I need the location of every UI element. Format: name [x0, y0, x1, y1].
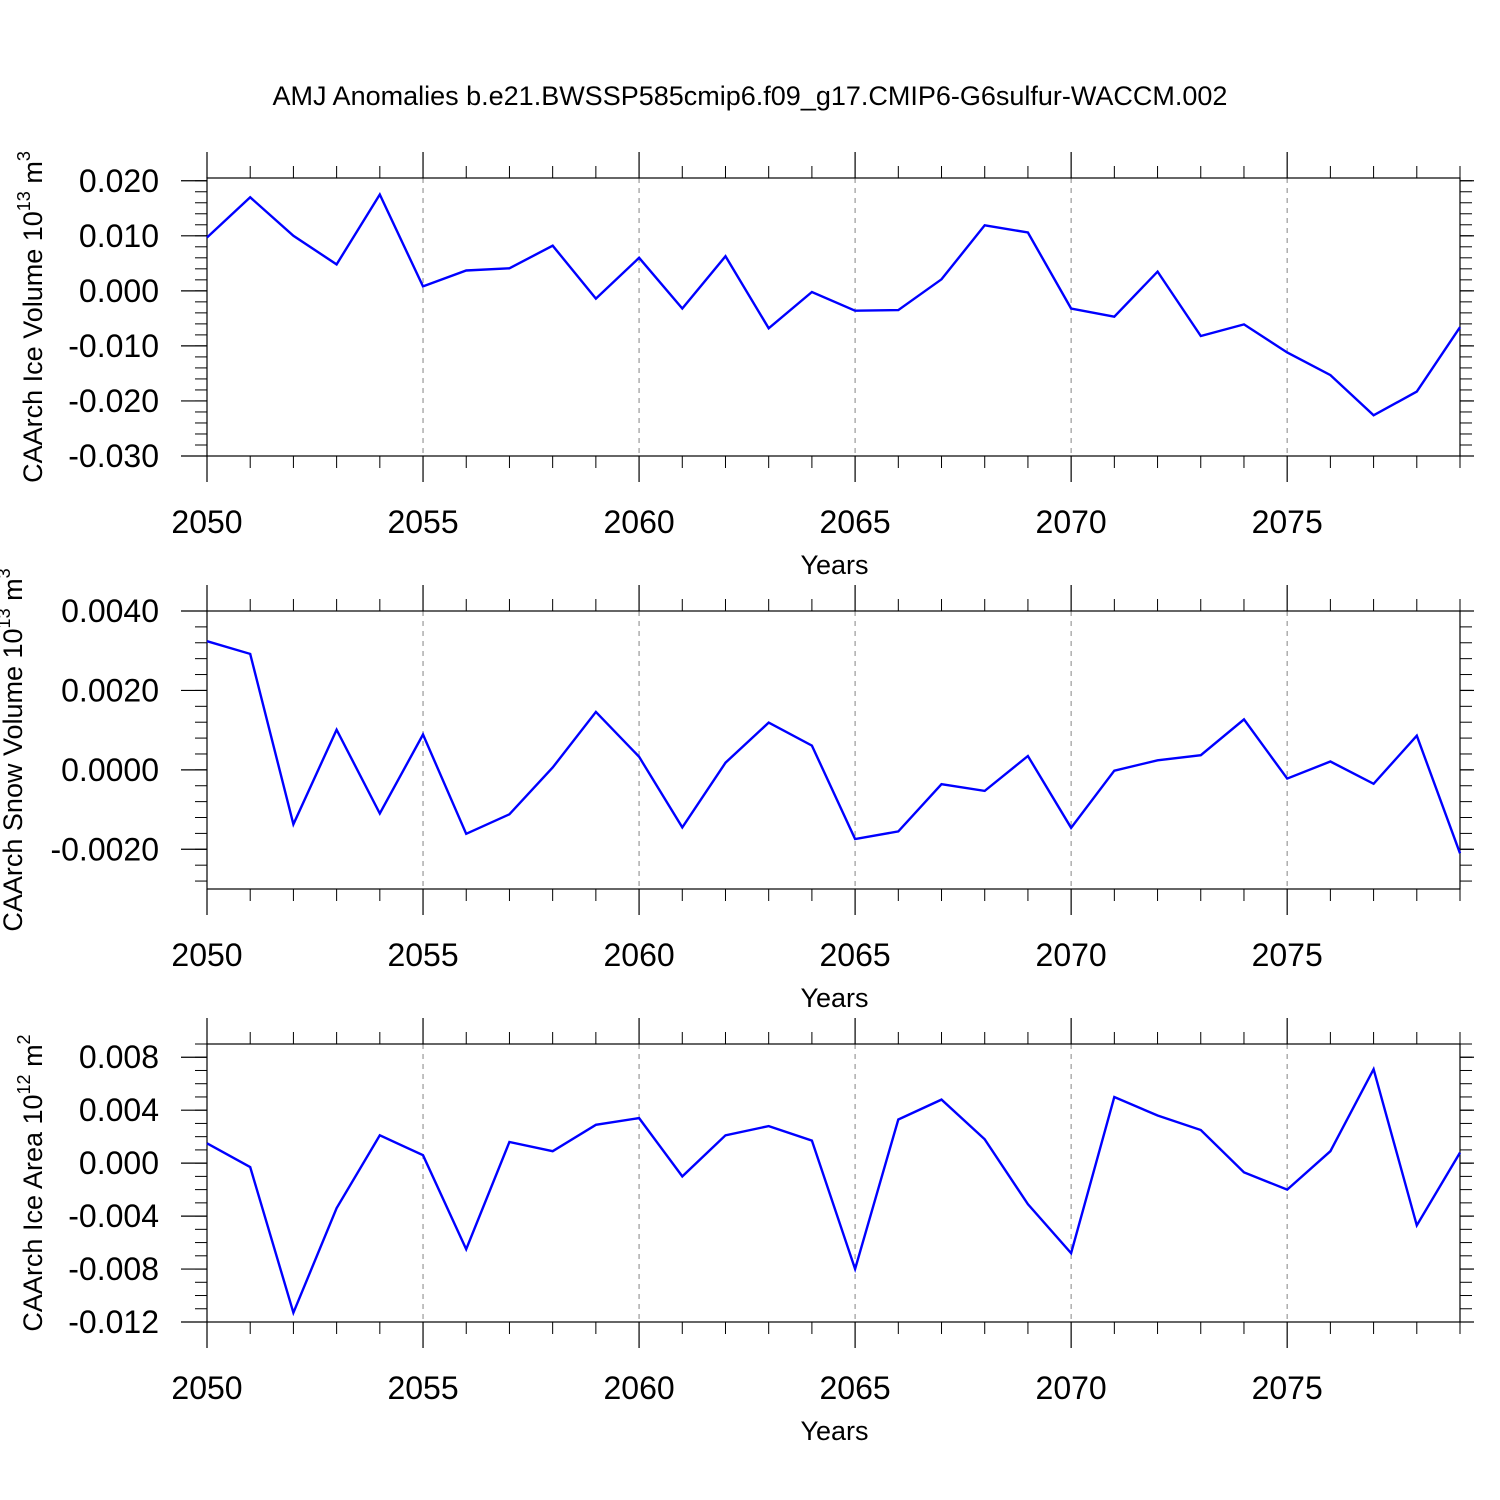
- y-axis-label-unit: m: [18, 1044, 48, 1074]
- y-tick-label: -0.004: [68, 1198, 159, 1234]
- x-tick-label: 2060: [603, 504, 674, 540]
- x-tick-label: 2070: [1036, 937, 1107, 973]
- x-axis-label: Years: [800, 1416, 868, 1446]
- y-axis-label-unit-exponent: 3: [0, 568, 14, 578]
- x-axis-label: Years: [800, 983, 868, 1013]
- x-tick-label: 2060: [603, 1370, 674, 1406]
- y-axis-label: CAArch Ice Volume 1013 m3: [14, 151, 48, 483]
- x-tick-label: 2070: [1036, 504, 1107, 540]
- y-tick-label: 0.004: [79, 1092, 159, 1128]
- y-tick-label: -0.0020: [50, 831, 159, 867]
- y-tick-label: -0.008: [68, 1251, 159, 1287]
- y-axis-label-exponent: 13: [14, 191, 34, 211]
- x-tick-label: 2075: [1252, 1370, 1323, 1406]
- y-axis-label-unit-exponent: 2: [14, 1034, 34, 1044]
- y-tick-label: 0.000: [79, 1145, 159, 1181]
- y-axis-label-unit: m: [0, 578, 28, 608]
- chart-panel-3: 2050 2055 2060 2065 2070 2075 0.008 0.004 0.000 -…: [14, 1018, 1474, 1446]
- x-tick-label: 2055: [387, 937, 458, 973]
- y-axis-label-text: CAArch Snow Volume 10: [0, 628, 28, 931]
- plot-frame: [206, 177, 1461, 457]
- y-axis-label: CAArch Snow Volume 1013 m3: [0, 568, 28, 931]
- x-tick-label: 2075: [1252, 504, 1323, 540]
- x-tick-label: 2060: [603, 937, 674, 973]
- y-tick-label: -0.012: [68, 1304, 159, 1340]
- x-tick-label: 2070: [1036, 1370, 1107, 1406]
- x-tick-label: 2065: [820, 1370, 891, 1406]
- y-axis-label-text: CAArch Ice Area 10: [18, 1094, 48, 1331]
- y-axis-label-unit-exponent: 3: [14, 151, 34, 161]
- x-tick-label: 2065: [820, 937, 891, 973]
- y-tick-label: 0.0040: [61, 593, 159, 629]
- x-tick-label: 2050: [171, 504, 242, 540]
- chart-panel-1: 2050 2055 2060 2065 2070 2075 0.020 0.010 0.000 -…: [14, 151, 1474, 580]
- x-tick-label: 2050: [171, 937, 242, 973]
- y-tick-label: 0.008: [79, 1039, 159, 1075]
- series-line: [206, 191, 1461, 417]
- y-tick-label: -0.020: [68, 383, 159, 419]
- y-tick-label: 0.0000: [61, 752, 159, 788]
- x-tick-label: 2055: [387, 504, 458, 540]
- series-line: [206, 640, 1462, 854]
- y-tick-label: -0.010: [68, 328, 159, 364]
- y-tick-label: 0.010: [79, 218, 159, 254]
- y-tick-label: -0.030: [68, 438, 159, 474]
- x-tick-label: 2050: [171, 1370, 242, 1406]
- y-axis-label-exponent: 13: [0, 608, 14, 628]
- chart-panel-2: 2050 2055 2060 2065 2070 2075 0.0040 0.0020 0.00…: [0, 568, 1474, 1013]
- y-tick-label: 0.000: [79, 273, 159, 309]
- y-axis-label-text: CAArch Ice Volume 10: [18, 211, 48, 483]
- x-tick-label: 2075: [1252, 937, 1323, 973]
- plot-frame: [206, 610, 1461, 890]
- x-tick-label: 2065: [820, 504, 891, 540]
- y-axis-label-exponent: 12: [14, 1074, 34, 1094]
- x-tick-label: 2055: [387, 1370, 458, 1406]
- chart-panels: 2050 2055 2060 2065 2070 2075 0.020 0.010 0.000 -…: [0, 151, 1474, 1446]
- x-axis-label: Years: [800, 550, 868, 580]
- figure-title: AMJ Anomalies b.e21.BWSSP585cmip6.f09_g1…: [273, 81, 1228, 111]
- y-axis-label-unit: m: [18, 161, 48, 191]
- y-tick-label: 0.020: [79, 163, 159, 199]
- plot-frame: [206, 1043, 1461, 1323]
- series-line: [206, 1065, 1462, 1317]
- y-axis-label: CAArch Ice Area 1012 m2: [14, 1034, 48, 1331]
- y-tick-label: 0.0020: [61, 672, 159, 708]
